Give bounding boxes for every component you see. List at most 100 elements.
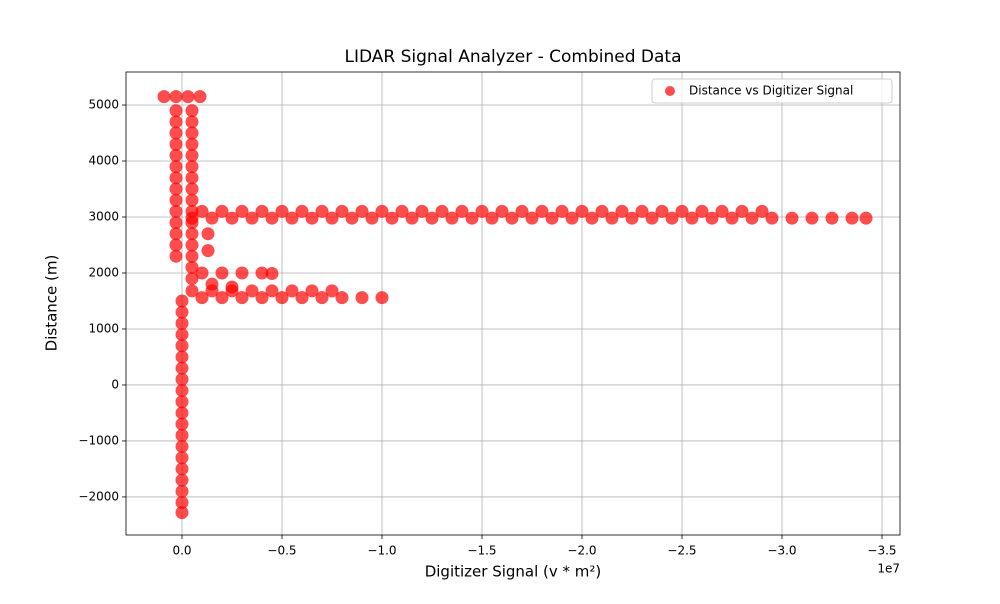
point (185, 182, 199, 196)
point (325, 284, 339, 298)
point (765, 211, 779, 225)
point (725, 211, 739, 225)
y-tick-label: 2000 (88, 265, 119, 279)
point (315, 204, 329, 218)
point (265, 284, 279, 298)
point (405, 211, 419, 225)
point (785, 211, 799, 225)
point (825, 211, 839, 225)
point (175, 506, 189, 520)
point (185, 284, 199, 298)
y-axis-label: Distance (m) (43, 255, 61, 352)
y-tick-label: 3000 (88, 210, 119, 224)
legend-label: Distance vs Digitizer Signal (689, 84, 853, 98)
point (169, 238, 183, 252)
point (605, 211, 619, 225)
point (255, 266, 269, 280)
point (465, 211, 479, 225)
y-tick-label: −1000 (78, 433, 119, 447)
point (745, 211, 759, 225)
point (845, 211, 859, 225)
point (275, 291, 289, 305)
chart-title: LIDAR Signal Analyzer - Combined Data (344, 47, 681, 67)
point (675, 204, 689, 218)
point (175, 294, 189, 308)
point (169, 193, 183, 207)
point (255, 291, 269, 305)
point (175, 462, 189, 476)
point (805, 211, 819, 225)
x-tick-label: −2.5 (667, 544, 696, 558)
point (235, 266, 249, 280)
point (245, 211, 259, 225)
point (195, 204, 209, 218)
y-tick-label: 1000 (88, 321, 119, 335)
point (185, 249, 199, 263)
point (685, 211, 699, 225)
point (205, 211, 219, 225)
point (215, 266, 229, 280)
point (425, 211, 439, 225)
point (175, 484, 189, 498)
point (201, 227, 215, 241)
point (169, 126, 183, 140)
legend-box (651, 78, 893, 104)
point (415, 204, 429, 218)
point (225, 211, 239, 225)
point (169, 160, 183, 174)
point (169, 227, 183, 241)
point (555, 204, 569, 218)
point (295, 204, 309, 218)
point (157, 90, 171, 104)
x-tick-label: −1.0 (367, 544, 396, 558)
point (175, 417, 189, 431)
point (245, 284, 259, 298)
point (185, 126, 199, 140)
point (575, 204, 589, 218)
x-tick-label: 0.0 (172, 544, 191, 558)
point (185, 193, 199, 207)
point (859, 211, 873, 225)
point (185, 171, 199, 185)
point (195, 266, 209, 280)
point (635, 204, 649, 218)
point (175, 328, 189, 342)
point (265, 211, 279, 225)
point (445, 211, 459, 225)
point (285, 284, 299, 298)
y-tick-label: 5000 (88, 98, 119, 112)
point (705, 211, 719, 225)
point (235, 291, 249, 305)
point (225, 280, 239, 294)
point (325, 211, 339, 225)
point (185, 148, 199, 162)
point (185, 211, 199, 225)
point (185, 137, 199, 151)
point (335, 291, 349, 305)
legend-marker (665, 86, 675, 96)
point (495, 204, 509, 218)
point (385, 211, 399, 225)
point (235, 204, 249, 218)
point (175, 372, 189, 386)
point (185, 272, 199, 286)
point (355, 204, 369, 218)
point (201, 244, 215, 258)
point (185, 115, 199, 129)
point (625, 211, 639, 225)
point (475, 204, 489, 218)
point (375, 204, 389, 218)
x-tick-label: −1.5 (467, 544, 496, 558)
point (485, 211, 499, 225)
x-axis-label: Digitizer Signal (v * m²) (425, 563, 602, 581)
point (295, 291, 309, 305)
point (169, 148, 183, 162)
point (375, 291, 389, 305)
point (305, 211, 319, 225)
point (715, 204, 729, 218)
point (175, 339, 189, 353)
point (169, 104, 183, 118)
point (595, 204, 609, 218)
point (695, 204, 709, 218)
point (185, 227, 199, 241)
